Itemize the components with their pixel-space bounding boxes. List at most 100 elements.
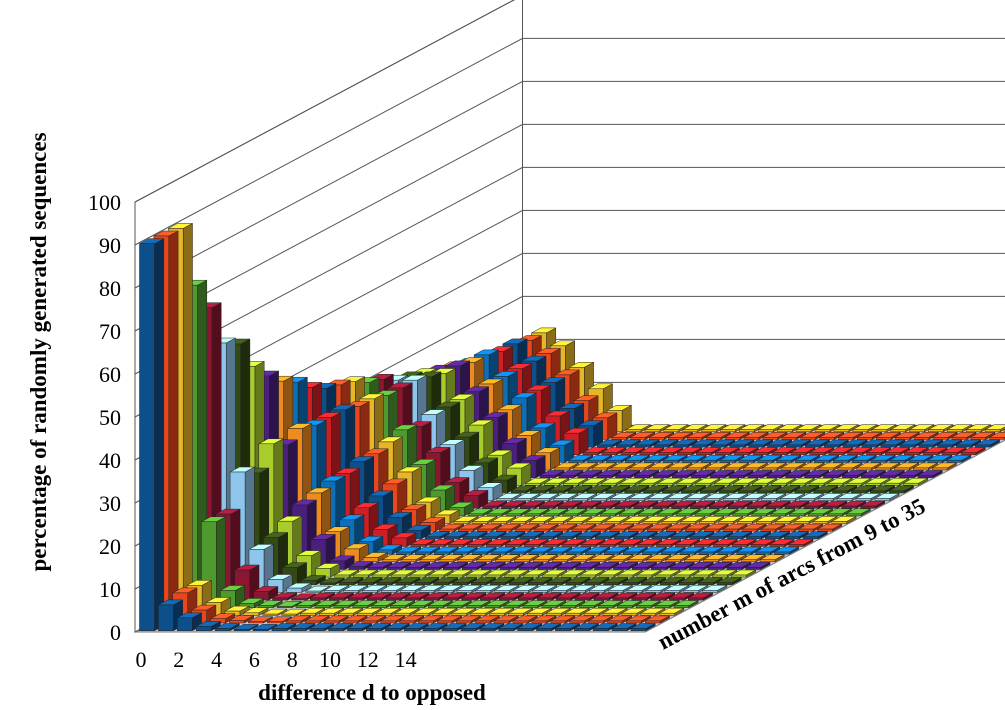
bar-d21-m29 <box>823 470 848 479</box>
bar-d18-m31 <box>795 454 820 463</box>
bar-d10-m32 <box>658 447 684 456</box>
bar-d22-m11 <box>583 607 609 616</box>
bar-d8-m22 <box>476 523 502 532</box>
bar-d24-m26 <box>836 493 862 502</box>
bar-d7-m14 <box>343 584 369 593</box>
bar-d16-m22 <box>628 523 653 532</box>
bar-d6-m9 <box>252 623 278 632</box>
bar-d17-m19 <box>604 546 629 555</box>
bar-d23-m30 <box>875 462 901 471</box>
bar-d12-m14 <box>437 584 463 593</box>
bar-d12-m24 <box>581 508 607 517</box>
bar-d17-m25 <box>690 500 715 509</box>
bar-d8-m9 <box>290 623 316 632</box>
bar-d5-m12 <box>276 600 302 609</box>
x-tick-label: 8 <box>287 647 298 672</box>
bar-d26-m10 <box>644 615 670 624</box>
bar-d16-m27 <box>699 485 725 494</box>
bar-d20-m26 <box>761 493 786 502</box>
x-tick-label: 0 <box>136 647 147 672</box>
bar-d19-m15 <box>584 577 610 586</box>
bar-d6-m10 <box>266 616 292 624</box>
bar-d20-m22 <box>703 523 729 532</box>
bar-d16-m11 <box>470 607 496 616</box>
bar-d24-m14 <box>664 584 690 593</box>
bar-d10-m22 <box>514 523 540 532</box>
bar-d23-m25 <box>803 500 829 509</box>
bar-d19-m29 <box>785 470 811 479</box>
bar-d15-m27 <box>681 485 706 494</box>
bar-d7-m20 <box>429 538 455 547</box>
gridline <box>134 166 1005 375</box>
bar-d7-m26 <box>515 493 541 502</box>
gridline <box>134 80 1005 289</box>
bar-d13-m9 <box>384 623 410 632</box>
bar-d23-m13 <box>631 592 657 601</box>
bar-d8-m34 <box>649 431 674 440</box>
bar-d13-m11 <box>413 607 439 616</box>
bar-d20-m18 <box>646 554 672 563</box>
bar-d9-m19 <box>452 546 478 555</box>
bar-d17-m24 <box>675 508 701 517</box>
bar-d15-m25 <box>652 500 678 509</box>
bar-d24-m19 <box>736 546 762 555</box>
bar-d25-m31 <box>927 454 953 463</box>
bar-d4-m12 <box>257 600 283 609</box>
bar-d13-m35 <box>758 424 783 433</box>
bar-d7-m22 <box>458 523 483 532</box>
bar-d18-m29 <box>766 470 792 479</box>
bar-d13-m25 <box>614 500 640 509</box>
bar-d16-m33 <box>786 439 811 448</box>
bar-d17-m9 <box>460 623 486 632</box>
bar-d14-m29 <box>690 470 716 479</box>
bar-d11-m30 <box>648 462 674 471</box>
bar-d23-m34 <box>932 431 958 440</box>
bar-d11-m27 <box>605 485 631 494</box>
bar-d17-m12 <box>503 600 529 609</box>
bar-d15-m10 <box>437 615 462 624</box>
bar-d21-m13 <box>593 592 619 601</box>
x-tick-label: 2 <box>173 647 184 672</box>
bar-d13-m16 <box>485 569 511 578</box>
bar-d12-m30 <box>667 462 693 471</box>
bar-d20-m14 <box>588 584 614 593</box>
bar-d20-m33 <box>861 439 887 448</box>
bar-d24-m32 <box>922 447 948 456</box>
bar-d14-m33 <box>748 439 774 448</box>
bar-d20-m16 <box>617 569 643 578</box>
bar-d14-m13 <box>461 592 487 601</box>
bar-d26-m29 <box>917 470 943 479</box>
bar-d7-m15 <box>357 577 383 586</box>
bar-d6-m35 <box>625 424 651 433</box>
bar-d25-m10 <box>626 615 651 624</box>
gridline <box>134 209 1005 418</box>
bar-d16-m28 <box>714 477 740 486</box>
bar-d26-m27 <box>888 485 914 494</box>
bar-d7-m29 <box>558 470 584 479</box>
bar-d24-m20 <box>750 538 776 547</box>
bar-d7-m9 <box>271 623 297 632</box>
bar-d14-m35 <box>776 424 802 433</box>
bar-d6-m27 <box>510 485 536 494</box>
bar-d24-m10 <box>607 615 632 624</box>
bar-d26-m12 <box>673 600 699 609</box>
bar-d26-m15 <box>716 577 742 586</box>
bar-d1-m12 <box>201 516 226 609</box>
bar-d21-m22 <box>722 523 748 532</box>
bar-d12-m32 <box>696 447 721 456</box>
bar-d4-m11 <box>243 607 269 616</box>
bar-d5-m16 <box>334 569 359 578</box>
bar-d20-m31 <box>832 454 858 463</box>
bar-d14-m31 <box>719 454 745 463</box>
bar-d14-m21 <box>576 531 601 540</box>
bar-d25-m23 <box>812 515 838 525</box>
bar-d21-m23 <box>737 515 762 525</box>
bar-d8-m17 <box>405 561 431 570</box>
bar-d9-m17 <box>424 561 449 570</box>
bar-d12-m13 <box>423 592 449 601</box>
gridline <box>134 37 1005 246</box>
bar-d12-m34 <box>724 431 750 440</box>
bar-d24-m22 <box>779 523 805 532</box>
bar-d9-m28 <box>581 477 607 486</box>
bar-d14-m17 <box>518 561 544 570</box>
